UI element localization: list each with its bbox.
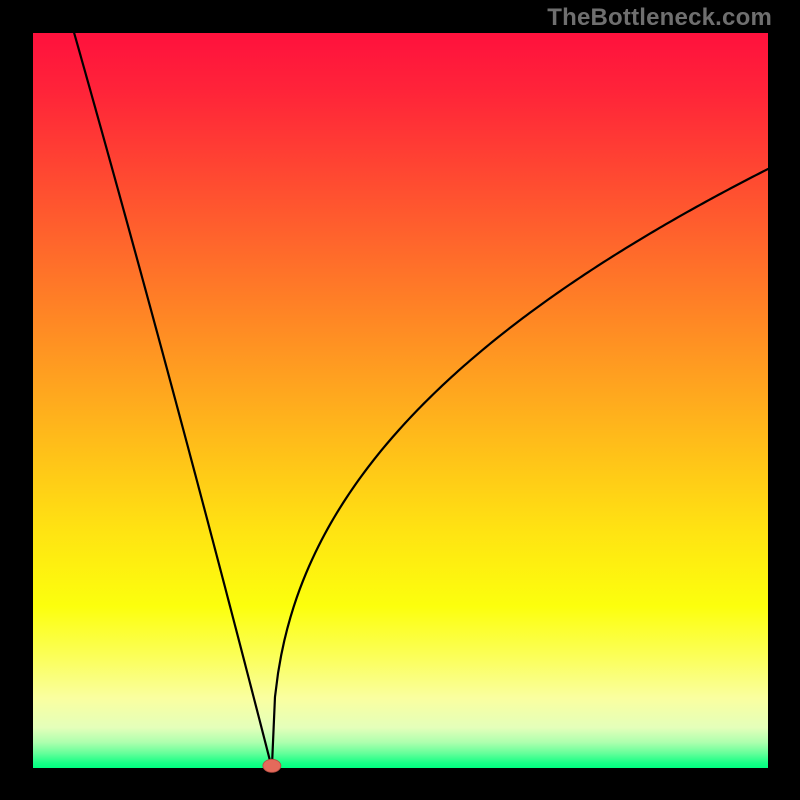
watermark-text: TheBottleneck.com (547, 4, 772, 32)
plot-background (33, 33, 768, 768)
optimal-marker (263, 759, 281, 772)
chart-container: TheBottleneck.com (0, 0, 800, 800)
chart-svg (0, 0, 800, 800)
